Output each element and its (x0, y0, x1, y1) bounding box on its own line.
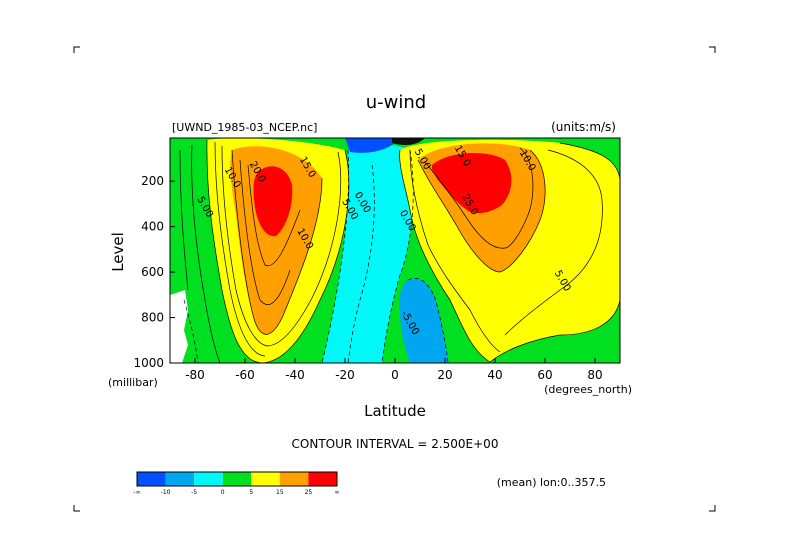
x-tick-label-2: -40 (285, 368, 305, 382)
colorbar-swatch-5 (279, 472, 309, 486)
x-tick-label-5: 20 (437, 368, 452, 382)
colorbar-swatch-0 (137, 472, 166, 486)
colorbar: -∞ -10 -5 0 5 15 25 ∞ (133, 471, 340, 496)
mean-text: (mean) lon:0..357.5 (497, 476, 606, 489)
colorbar-swatch-4 (251, 472, 280, 486)
y-axis-title: Level (109, 232, 127, 272)
colorbar-label-3: 0 (221, 489, 225, 496)
file-label: [UWND_1985-03_NCEP.nc] (172, 121, 317, 134)
contour-interval-text: CONTOUR INTERVAL = 2.500E+00 (292, 437, 499, 451)
x-tick-label-4: 0 (391, 368, 399, 382)
y-tick-label-3: 800 (141, 311, 164, 325)
negative-contours (183, 149, 449, 363)
y-tick-label-1: 400 (141, 220, 164, 234)
corner-marks (73, 46, 716, 512)
band-25-max-north (431, 153, 512, 214)
colorbar-swatch-3 (222, 472, 252, 486)
contour-lines (179, 139, 620, 363)
x-axis-ticks: -80 -60 -40 -20 0 20 40 60 80 (185, 358, 603, 382)
colorbar-label-4: 5 (249, 489, 253, 496)
y-axis-ticks: 200 400 600 800 1000 (133, 174, 175, 370)
band-below-neg10-tropics (399, 278, 448, 363)
y-tick-label-4: 1000 (133, 356, 164, 370)
colorbar-label-2: -5 (191, 489, 197, 496)
x-tick-label-8: 80 (587, 368, 602, 382)
colorbar-frame (136, 471, 338, 487)
x-axis-title: Latitude (364, 402, 426, 420)
band-15-25-south (230, 146, 322, 335)
x-axis-unit: (degrees_north) (544, 383, 632, 396)
upper-contour-cluster-dark (392, 138, 425, 146)
units-label: (units:m/s) (551, 120, 616, 134)
band-neg5-0-tropics (322, 144, 414, 363)
chart-title: u-wind (366, 92, 426, 113)
colorbar-label-5: 15 (276, 489, 284, 496)
x-tick-label-1: -60 (235, 368, 255, 382)
x-tick-label-0: -80 (185, 368, 205, 382)
band-25-max-south (253, 166, 293, 237)
x-tick-label-3: -20 (335, 368, 355, 382)
colorbar-label-6: 25 (305, 489, 313, 496)
missing-data-patch (170, 290, 188, 363)
colorbar-label-7: ∞ (335, 489, 340, 496)
x-tick-label-6: 40 (487, 368, 502, 382)
colorbar-label-0: -∞ (133, 489, 140, 496)
y-tick-label-0: 200 (141, 174, 164, 188)
colorbar-label-1: -10 (161, 489, 171, 496)
y-tick-label-2: 600 (141, 265, 164, 279)
colorbar-swatch-6 (308, 472, 337, 486)
colorbar-swatch-1 (165, 472, 195, 486)
x-tick-label-7: 60 (537, 368, 552, 382)
y-axis-unit: (millibar) (108, 376, 158, 389)
upper-contour-cluster (345, 138, 400, 153)
colorbar-swatch-2 (194, 472, 223, 486)
